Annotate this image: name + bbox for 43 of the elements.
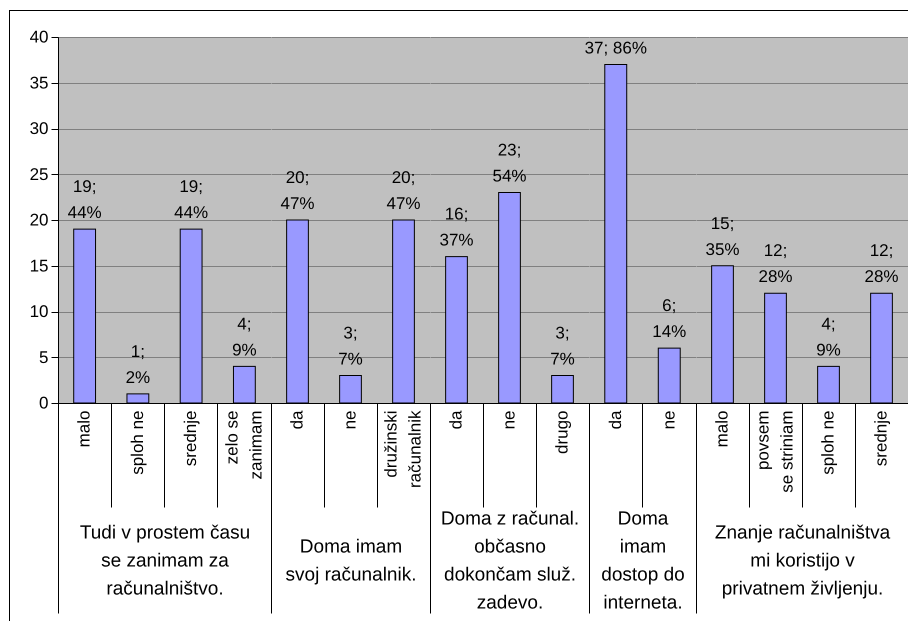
x-tick-label: ne — [500, 410, 518, 430]
x-tick-label: ne — [340, 410, 360, 430]
data-label: 19; 44% — [68, 177, 102, 222]
data-label: 6; 14% — [652, 296, 686, 342]
data-label: 20; 47% — [386, 168, 421, 213]
x-tick-label: da — [606, 410, 625, 430]
data-label: 4; 9% — [232, 314, 257, 360]
data-label: 1; 2% — [126, 342, 150, 387]
x-axis-title: Doma imam svoj računalnik. — [286, 536, 416, 586]
data-label: 20; 47% — [280, 168, 315, 213]
y-tick-label: 30 — [30, 119, 48, 138]
x-tick-label: srednje — [181, 410, 200, 466]
x-axis-title: Tudi v prostem času se zanimam za računalništvo. — [80, 522, 250, 600]
x-axis-title: Znanje računalništva mi koristijo v privatnem življenju. — [714, 522, 891, 600]
y-tick-label: 0 — [39, 394, 48, 412]
data-label: 15; 35% — [705, 214, 740, 259]
y-tick-label: 5 — [39, 348, 48, 367]
x-tick-label: malo — [74, 410, 94, 448]
data-label: 19; 44% — [174, 177, 208, 222]
y-tick-label: 20 — [30, 210, 48, 230]
x-axis-title: Doma imam dostop do interneta. — [601, 508, 685, 614]
data-label: 3; 7% — [550, 324, 575, 369]
y-tick-label: 35 — [30, 73, 48, 92]
x-tick-label: da — [446, 410, 466, 430]
data-label: 16; 37% — [439, 204, 474, 250]
x-tick-label: da — [288, 410, 306, 430]
y-tick-label: 10 — [30, 302, 48, 321]
data-label: 3; 7% — [338, 324, 363, 369]
data-label: 37; 86% — [584, 38, 647, 58]
x-tick-label: malo — [712, 410, 732, 448]
y-tick-label: 40 — [30, 28, 48, 46]
y-tick-label: 15 — [30, 256, 48, 276]
data-label: 23; 54% — [492, 140, 527, 186]
x-tick-label: sploh ne — [128, 410, 147, 475]
data-label: 12; 28% — [758, 241, 793, 286]
x-tick-label: drugo — [552, 410, 572, 454]
x-axis-title: Doma z računal. občasno dokončam služ. zadevo. — [440, 508, 580, 614]
data-label: 4; 9% — [816, 314, 841, 360]
y-tick-label: 25 — [30, 164, 48, 184]
x-tick-label: sploh ne — [818, 410, 838, 475]
x-tick-label: ne — [659, 410, 678, 430]
x-tick-label: srednje — [872, 410, 890, 466]
data-label: 12; 28% — [864, 241, 899, 286]
